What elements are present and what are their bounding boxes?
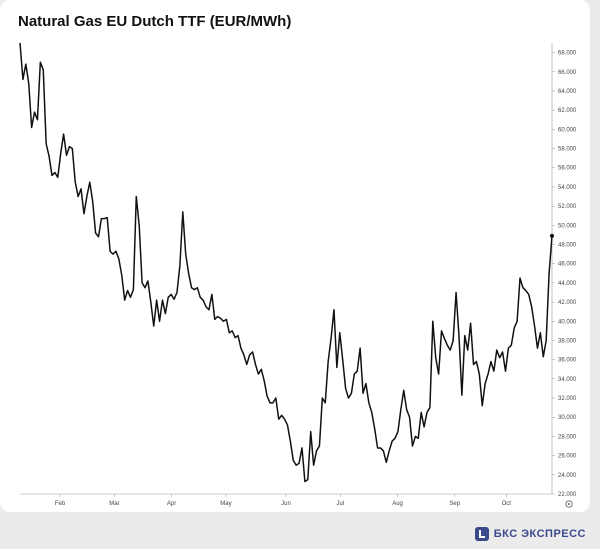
y-tick-label: 54.000 [558, 185, 577, 191]
x-tick-label: May [220, 501, 231, 507]
y-tick-label: 48.000 [558, 243, 577, 249]
x-tick-label: Sep [449, 501, 460, 507]
plot-area [19, 42, 554, 483]
settings-gear-icon[interactable] [565, 500, 573, 508]
y-tick-label: 36.000 [558, 358, 577, 364]
y-tick-label: 46.000 [558, 262, 577, 268]
x-tick-label: Apr [167, 501, 176, 507]
y-tick-label: 60.000 [558, 127, 577, 133]
y-tick-label: 66.000 [558, 70, 577, 76]
y-tick-label: 64.000 [558, 89, 577, 95]
brand-name: БКС ЭКСПРЕСС [493, 528, 586, 540]
brand-logo: БКС ЭКСПРЕСС [474, 527, 586, 541]
y-tick-label: 40.000 [558, 319, 577, 325]
y-tick-label: 22.000 [558, 492, 577, 498]
series-line [19, 42, 553, 483]
y-tick-label: 34.000 [558, 377, 577, 383]
line-chart: Feb Mar Apr May Jun Jul Aug Sep Oct 22.000 24.000… [19, 42, 577, 508]
y-axis: 22.000 24.000 26.000 28.000 30.000 32.000 34.0… [551, 43, 577, 508]
y-tick-label: 58.000 [558, 147, 577, 153]
y-tick-label: 24.000 [558, 473, 577, 479]
y-tick-label: 44.000 [558, 281, 577, 287]
x-axis: Feb Mar Apr May Jun Jul Aug Sep Oct [20, 493, 552, 507]
chart-card [0, 0, 590, 512]
x-tick-label: Feb [55, 501, 66, 507]
y-tick-label: 32.000 [558, 396, 577, 402]
x-tick-label: Jun [281, 501, 291, 507]
y-tick-label: 62.000 [558, 108, 577, 114]
x-tick-label: Mar [109, 501, 119, 507]
y-tick-label: 68.000 [558, 51, 577, 57]
last-point-marker [550, 233, 554, 238]
brand-mark-icon [474, 527, 489, 541]
x-tick-label: Oct [502, 501, 512, 507]
x-tick-label: Aug [392, 501, 403, 507]
y-tick-label: 38.000 [558, 338, 577, 344]
page-title: Natural Gas EU Dutch TTF (EUR/MWh) [18, 13, 292, 30]
y-tick-label: 52.000 [558, 204, 577, 210]
y-tick-label: 28.000 [558, 434, 577, 440]
y-tick-label: 30.000 [558, 415, 577, 421]
y-tick-label: 50.000 [558, 223, 577, 229]
y-tick-label: 56.000 [558, 166, 577, 172]
y-tick-label: 26.000 [558, 454, 577, 460]
x-tick-label: Jul [337, 501, 345, 507]
y-tick-label: 42.000 [558, 300, 577, 306]
